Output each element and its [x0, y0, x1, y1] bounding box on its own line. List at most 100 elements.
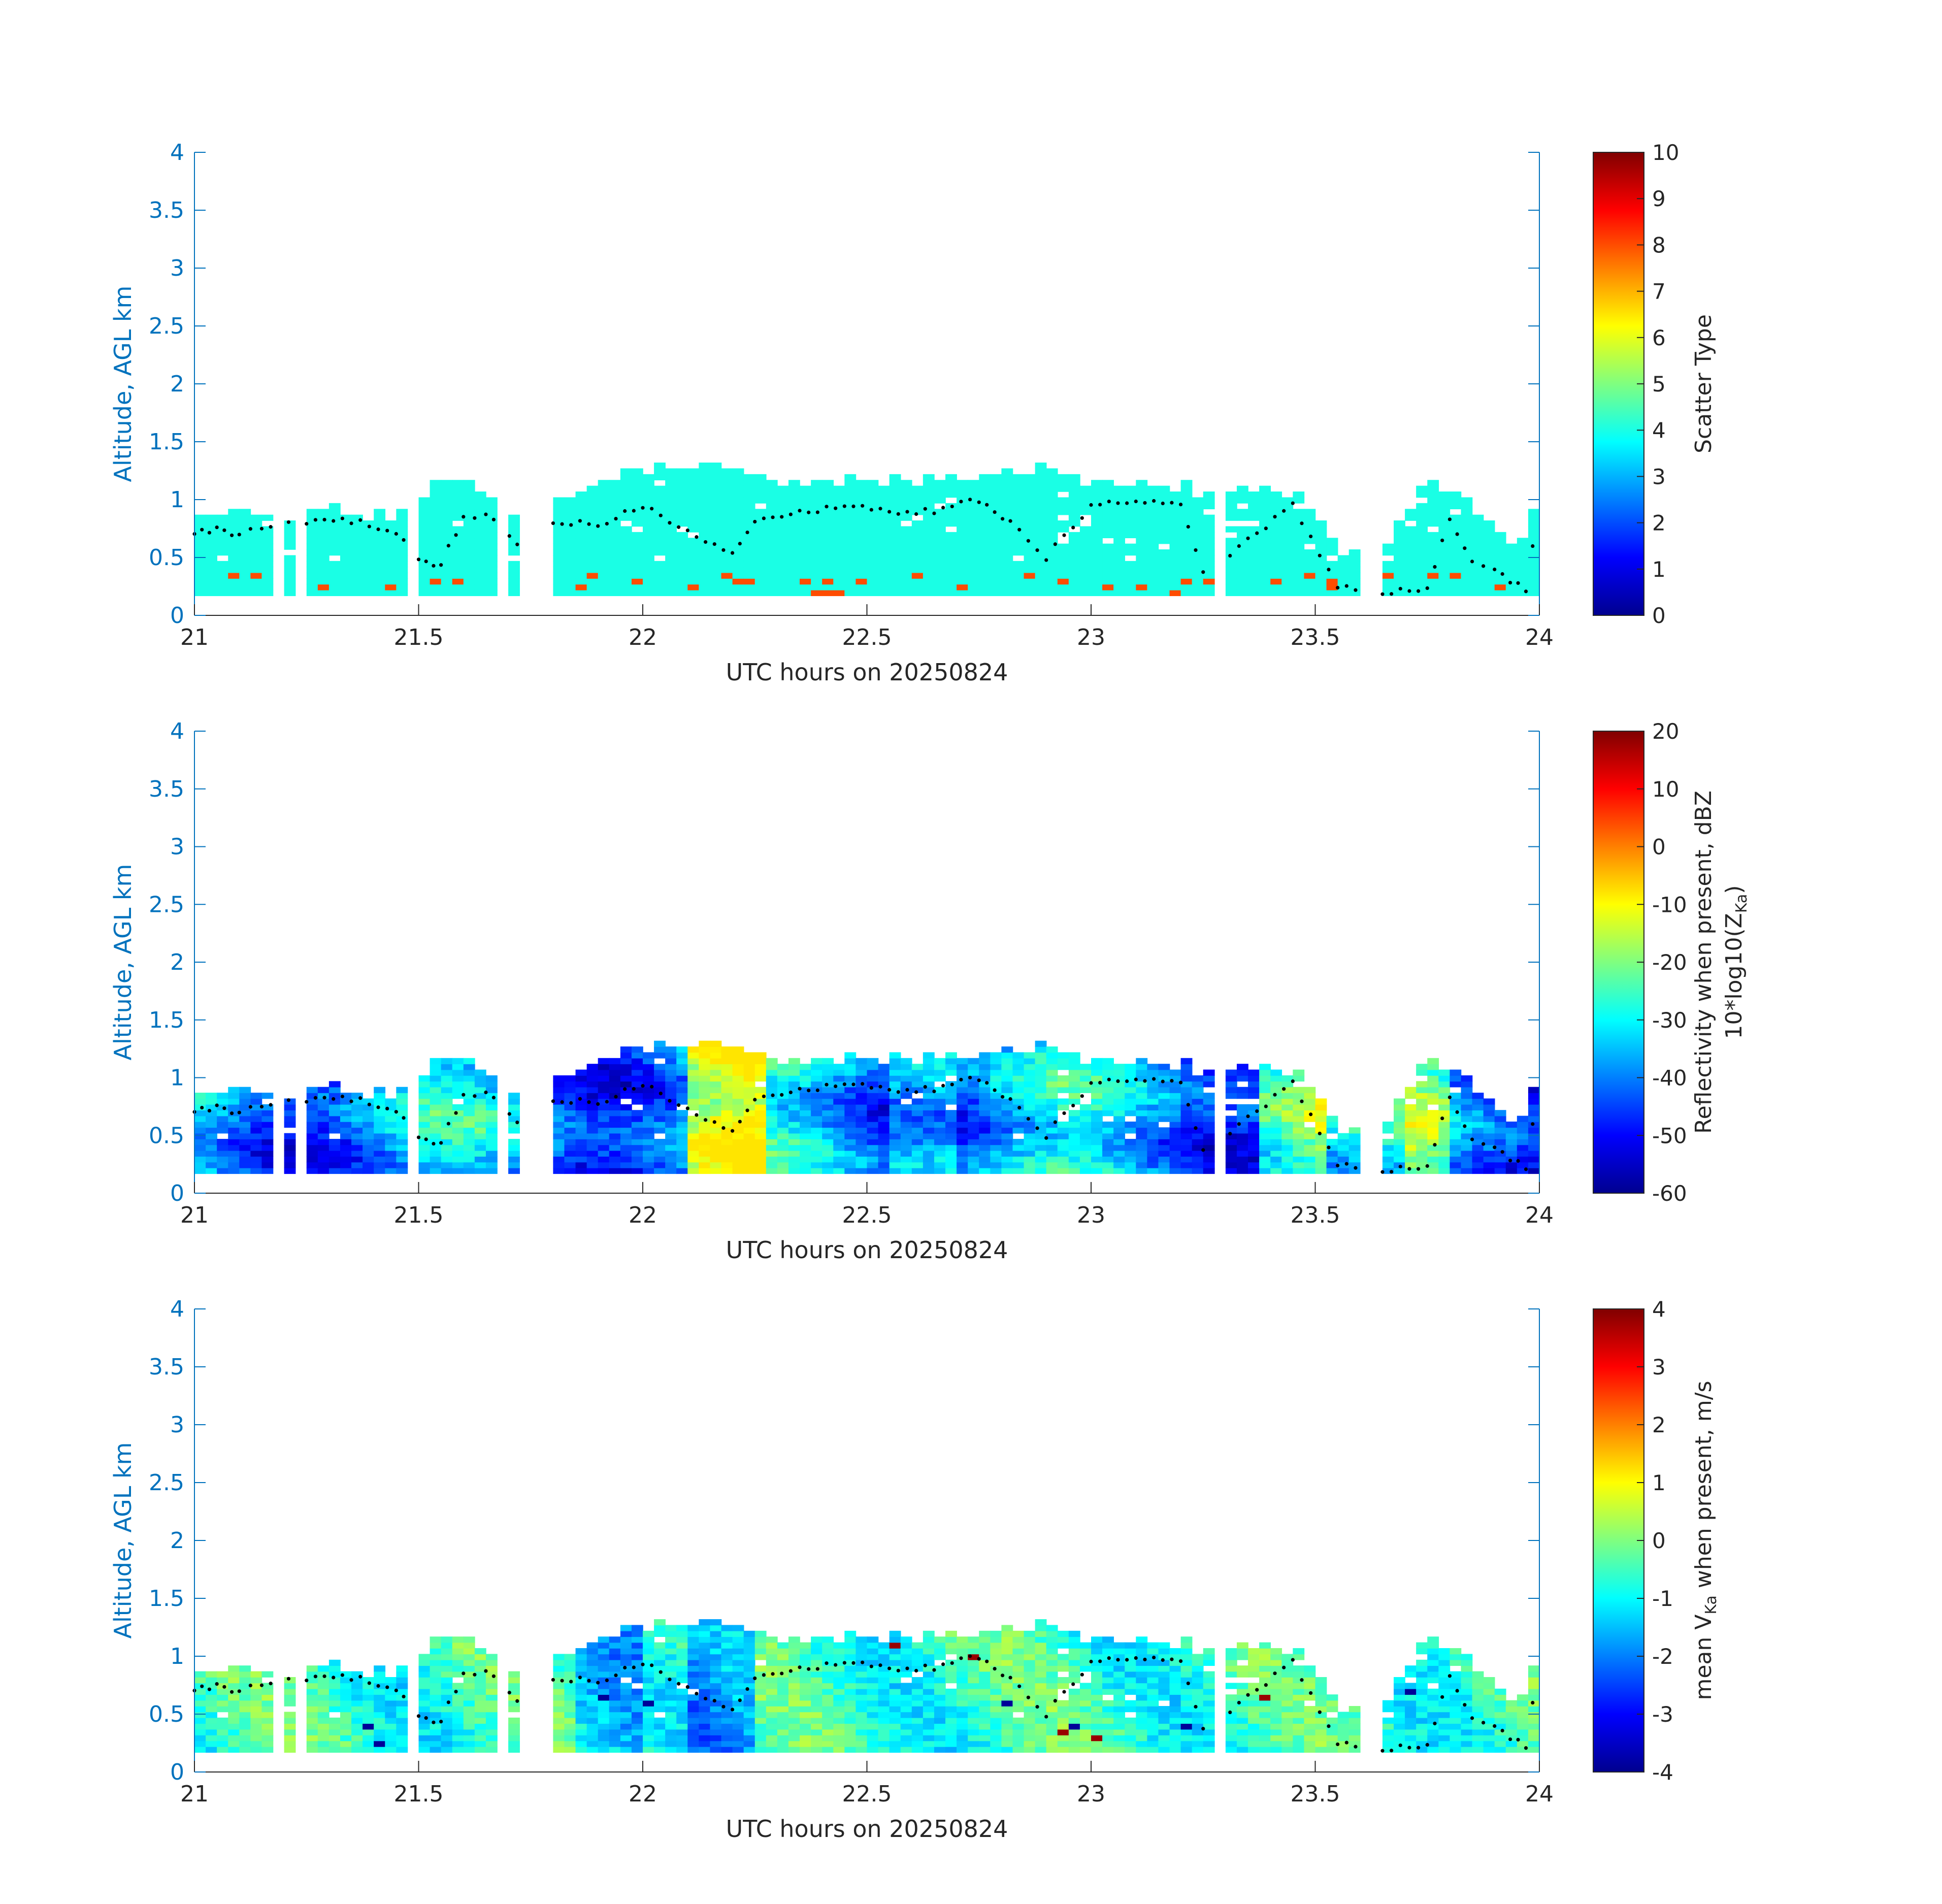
heatmap-cell	[1068, 578, 1080, 585]
heatmap-cell	[418, 1700, 431, 1706]
heatmap-cell	[1494, 1162, 1506, 1168]
heatmap-cell	[1169, 584, 1181, 590]
heatmap-cell	[1158, 514, 1170, 521]
heatmap-cell	[306, 1694, 318, 1701]
heatmap-cell	[732, 1104, 744, 1110]
heatmap-cell	[721, 1648, 733, 1655]
heatmap-cell	[934, 485, 946, 492]
heatmap-cell	[732, 578, 744, 585]
heatmap-cell	[1192, 1115, 1204, 1122]
heatmap-cell	[194, 1150, 206, 1157]
heatmap-cell	[474, 1665, 486, 1672]
heatmap-cell	[699, 1700, 711, 1706]
heatmap-cell	[855, 509, 868, 515]
heatmap-cell	[620, 468, 632, 475]
heatmap-cell	[1147, 1110, 1159, 1117]
colorbar-tick-label: -20	[1652, 950, 1687, 975]
heatmap-cell	[396, 1162, 408, 1168]
heatmap-cell	[328, 509, 341, 515]
heatmap-cell	[363, 561, 374, 568]
heatmap-cell	[800, 491, 811, 498]
heatmap-cell	[194, 561, 206, 568]
heatmap-cell	[1057, 1052, 1069, 1059]
heatmap-cell	[508, 1098, 520, 1105]
heatmap-cell	[485, 1150, 498, 1157]
heatmap-cell	[676, 578, 688, 585]
heatmap-cell	[1461, 549, 1473, 556]
heatmap-cell	[575, 497, 587, 504]
heatmap-cell	[1091, 1115, 1103, 1122]
heatmap-cell	[463, 1110, 475, 1117]
heatmap-cell	[1203, 1162, 1215, 1168]
heatmap-cell	[1169, 1139, 1181, 1145]
heatmap-cell	[609, 1694, 621, 1701]
heatmap-cell	[363, 1735, 374, 1742]
heatmap-cell	[217, 1098, 229, 1105]
heatmap-cell	[1427, 1069, 1439, 1076]
heatmap-cell	[676, 555, 688, 562]
heatmap-cell	[452, 1167, 464, 1174]
dot	[207, 531, 212, 535]
heatmap-cell	[643, 1636, 654, 1643]
heatmap-cell	[328, 503, 341, 510]
heatmap-cell	[968, 1081, 980, 1088]
heatmap-cell	[1248, 1144, 1260, 1151]
heatmap-cell	[710, 1093, 722, 1099]
heatmap-cell	[463, 589, 475, 597]
heatmap-cell	[822, 1115, 834, 1122]
heatmap-cell	[261, 1671, 274, 1678]
heatmap-cell	[441, 1659, 453, 1666]
heatmap-cell	[811, 549, 822, 556]
heatmap-cell	[1046, 514, 1058, 521]
heatmap-cell	[306, 567, 318, 573]
heatmap-cell	[957, 1167, 968, 1174]
heatmap-cell	[631, 1064, 643, 1070]
heatmap-cell	[508, 1110, 520, 1117]
heatmap-cell	[833, 538, 845, 544]
heatmap-cell	[968, 1167, 980, 1174]
heatmap-cell	[564, 497, 576, 504]
heatmap-cell	[452, 1642, 464, 1649]
heatmap-cell	[788, 572, 800, 579]
heatmap-cell	[911, 1133, 924, 1139]
heatmap-cell	[889, 1064, 901, 1070]
heatmap-cell	[1427, 584, 1439, 590]
heatmap-cell	[721, 1133, 733, 1139]
heatmap-cell	[1079, 509, 1092, 515]
heatmap-cell	[710, 589, 722, 597]
heatmap-cell	[1012, 543, 1025, 550]
heatmap-cell	[934, 1098, 946, 1105]
heatmap-cell	[317, 1700, 330, 1706]
heatmap-cell	[665, 567, 677, 573]
heatmap-cell	[665, 1046, 677, 1053]
heatmap-cell	[1236, 1110, 1248, 1117]
heatmap-cell	[1270, 532, 1282, 539]
heatmap-cell	[654, 589, 666, 597]
heatmap-cell	[1528, 532, 1540, 539]
heatmap-cell	[1528, 509, 1540, 515]
heatmap-cell	[643, 555, 654, 562]
heatmap-cell	[575, 1069, 587, 1076]
heatmap-cell	[1001, 1087, 1013, 1093]
heatmap-cell	[631, 474, 643, 481]
y-tick-label: 1	[170, 1065, 184, 1091]
heatmap-cell	[945, 1110, 957, 1117]
heatmap-cell	[1046, 1110, 1058, 1117]
heatmap-cell	[363, 1127, 374, 1134]
heatmap-cell	[676, 1671, 688, 1678]
heatmap-cell	[754, 497, 767, 504]
heatmap-cell	[1270, 538, 1282, 544]
heatmap-cell	[328, 1746, 341, 1753]
heatmap-cell	[1225, 1167, 1237, 1174]
heatmap-cell	[474, 503, 486, 510]
heatmap-cell	[754, 1064, 767, 1070]
heatmap-cell	[441, 497, 453, 504]
heatmap-cell	[1192, 555, 1204, 562]
heatmap-cell	[811, 584, 822, 590]
heatmap-cell	[1326, 1150, 1338, 1157]
heatmap-cell	[1416, 549, 1428, 556]
heatmap-cell	[889, 514, 901, 521]
heatmap-cell	[564, 584, 576, 590]
dot	[1398, 586, 1402, 591]
heatmap-cell	[553, 549, 565, 556]
